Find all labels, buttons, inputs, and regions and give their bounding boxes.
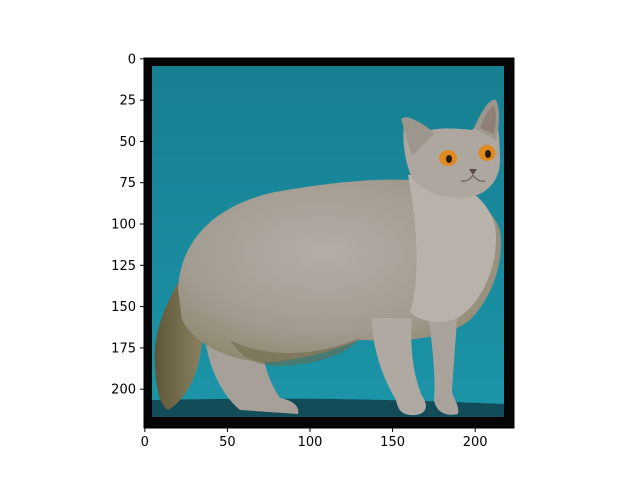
y-tick-label: 25: [119, 94, 136, 109]
x-tick-label: 150: [380, 435, 405, 450]
y-tick-label: 0: [128, 52, 136, 67]
y-tick-label: 150: [111, 300, 136, 315]
y-tick-label: 200: [111, 383, 136, 398]
cat-nose: [469, 169, 477, 175]
y-tick-label: 100: [111, 218, 136, 233]
cat-pupil-right: [485, 150, 491, 158]
cat-ear-left: [401, 117, 434, 156]
axes-frame: [143, 57, 515, 429]
x-tick-label: 100: [298, 435, 323, 450]
y-tick-label: 175: [111, 341, 136, 356]
x-tick-label: 200: [463, 435, 488, 450]
cat-chest: [408, 174, 496, 322]
y-tick-label: 75: [119, 176, 136, 191]
cat-belly-shade: [230, 338, 360, 366]
gray-cat-icon: [154, 99, 501, 416]
y-tick-label: 125: [111, 259, 136, 274]
image-area: [144, 58, 514, 428]
y-tick-label: 50: [119, 135, 136, 150]
cat-mouth: [460, 174, 486, 182]
x-tick-label: 0: [141, 435, 149, 450]
cat-back-leg: [205, 340, 299, 414]
cat-pupil-left: [446, 155, 452, 163]
x-tick-label: 50: [219, 435, 236, 450]
y-axis: 0 25 50 75 100 125 150 175 200: [111, 52, 144, 398]
cat-front-leg-right: [428, 305, 459, 415]
x-axis: 0 50 100 150 200: [141, 428, 488, 450]
cat-front-leg-left: [372, 318, 426, 416]
cat-ear-inner: [480, 106, 496, 134]
